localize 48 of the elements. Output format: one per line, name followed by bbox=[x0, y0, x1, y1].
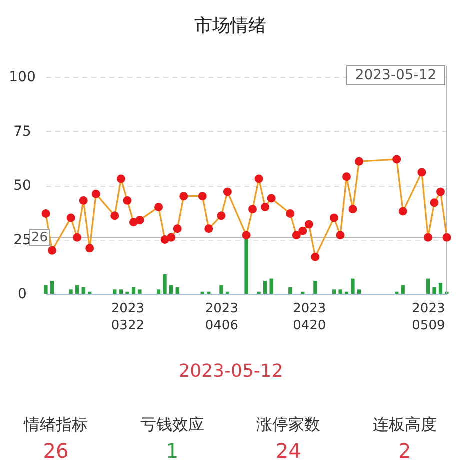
bar bbox=[119, 290, 123, 294]
bar bbox=[332, 290, 336, 294]
bar bbox=[176, 287, 180, 294]
bar bbox=[76, 285, 80, 294]
bar bbox=[44, 285, 48, 294]
text: 情绪指标 bbox=[23, 415, 88, 434]
bar bbox=[132, 287, 136, 294]
y-tick-label: 100 bbox=[9, 70, 36, 86]
bar bbox=[288, 287, 292, 294]
bar bbox=[138, 290, 142, 294]
y-tick-label: 0 bbox=[18, 286, 27, 302]
x-tick-label: 2023 0420 bbox=[293, 302, 326, 334]
text: 涨停家数 bbox=[256, 415, 321, 434]
text: 2023-05-12 bbox=[178, 361, 284, 382]
y-tick-label: 75 bbox=[14, 124, 32, 140]
text: 亏钱效应 bbox=[140, 415, 204, 434]
x-tick-label: 2023 0322 bbox=[111, 302, 144, 334]
bar bbox=[263, 280, 268, 294]
text: 连板高度 bbox=[372, 415, 437, 434]
bar bbox=[426, 278, 430, 294]
text: 24 bbox=[276, 439, 302, 463]
bar bbox=[357, 290, 362, 294]
bar bbox=[82, 287, 86, 294]
ref-line-label: 26 bbox=[31, 230, 48, 246]
bar bbox=[270, 278, 274, 294]
bar bbox=[244, 238, 248, 294]
bar bbox=[170, 285, 174, 294]
x-tick-label: 2023 0406 bbox=[205, 302, 238, 334]
bar bbox=[401, 285, 405, 294]
text: 26 bbox=[43, 439, 69, 463]
bar bbox=[50, 280, 54, 294]
bar bbox=[113, 290, 117, 294]
bar bbox=[156, 290, 161, 294]
bar bbox=[432, 287, 436, 294]
bar bbox=[438, 283, 443, 294]
ref-line-label: 2023-05-12 bbox=[355, 68, 437, 84]
bar bbox=[351, 278, 355, 294]
bar bbox=[338, 290, 342, 294]
chart-title: 市场情绪 bbox=[194, 16, 266, 36]
bar bbox=[314, 280, 318, 294]
text: 2 bbox=[398, 439, 412, 463]
bar bbox=[163, 274, 167, 294]
text: 1 bbox=[166, 439, 179, 463]
bar bbox=[220, 285, 224, 294]
x-tick-label: 2023 0509 bbox=[412, 302, 446, 334]
y-tick-label: 50 bbox=[14, 178, 32, 194]
bar bbox=[69, 290, 73, 294]
y-tick-label: 25 bbox=[14, 232, 32, 248]
